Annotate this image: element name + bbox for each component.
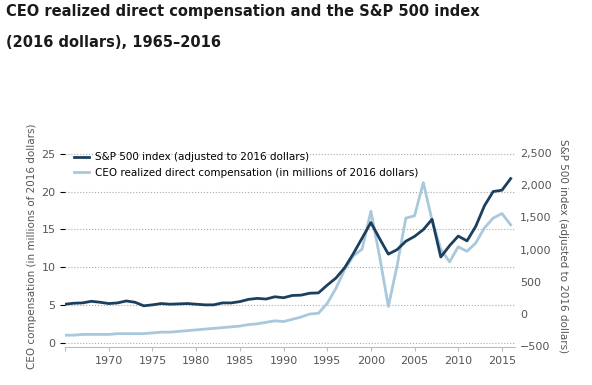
Text: CEO realized direct compensation and the S&P 500 index: CEO realized direct compensation and the… [6, 4, 480, 19]
Legend: S&P 500 index (adjusted to 2016 dollars), CEO realized direct compensation (in m: S&P 500 index (adjusted to 2016 dollars)… [70, 148, 422, 182]
Y-axis label: S&P 500 index (adjusted to 2016 dollars): S&P 500 index (adjusted to 2016 dollars) [558, 139, 568, 353]
Y-axis label: CEO compensation (in millions of 2016 dollars): CEO compensation (in millions of 2016 do… [27, 124, 37, 369]
Text: (2016 dollars), 1965–2016: (2016 dollars), 1965–2016 [6, 35, 221, 50]
